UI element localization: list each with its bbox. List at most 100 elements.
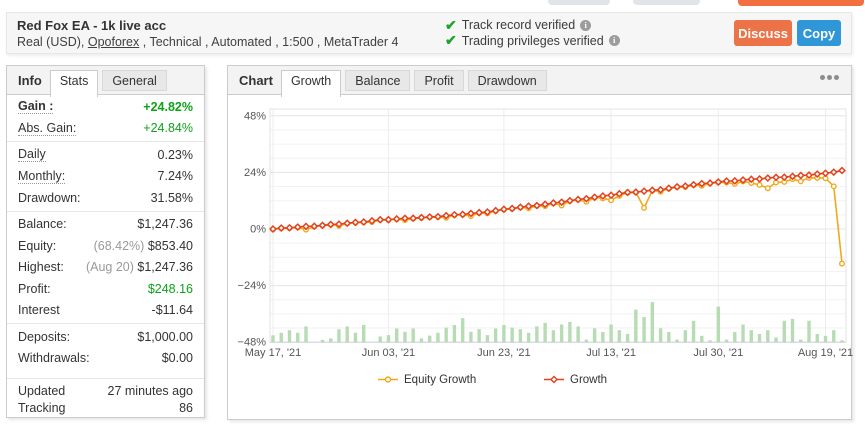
chart-gridlines (269, 108, 847, 343)
svg-text:Jun 03, '21: Jun 03, '21 (362, 347, 415, 359)
growth-chart: 48% 24% 0% −24% −48%May 17, '21 Jun 03, '21 Ju… (238, 108, 853, 386)
stat-value: $1,247.36 (137, 217, 193, 232)
ellipsis-menu-icon[interactable] (820, 75, 839, 80)
x-axis-labels: May 17, '21 Jun 03, '21 Jun 23, '21 Jul 13,… (245, 347, 853, 359)
svg-text:May 17, '21: May 17, '21 (245, 347, 302, 359)
top-cut-button-orange[interactable] (738, 0, 864, 6)
stat-row-updated: Updated 27 minutes ago (7, 382, 204, 400)
verification-badges: ✔ Track record verified i ✔ Trading priv… (445, 16, 734, 49)
broker-link[interactable]: Opoforex (87, 34, 140, 49)
y-axis-labels: 48% 24% 0% −24% −48% (238, 110, 267, 348)
stat-label: Balance: (18, 217, 67, 232)
svg-text:−24%: −24% (238, 280, 267, 292)
svg-text:Jun 23, '21: Jun 23, '21 (477, 347, 530, 359)
account-type: Real (USD), (17, 34, 88, 49)
check-icon: ✔ (445, 32, 457, 49)
stat-value: +24.82% (143, 99, 193, 114)
stat-row-equity: Equity: (68.42%) $853.40 (7, 235, 204, 257)
account-header: Red Fox EA - 1k live acc Real (USD), Opo… (6, 12, 852, 54)
tab-stats[interactable]: Stats (49, 70, 99, 97)
stat-label: Deposits: (18, 329, 71, 344)
trading-privileges-verified: ✔ Trading privileges verified i (445, 33, 734, 49)
divider (7, 323, 204, 324)
stat-value-note: (68.42%) (93, 238, 148, 253)
stat-label: Abs. Gain: (18, 120, 77, 136)
stat-row-withdrawals: Withdrawals: $0.00 (7, 348, 204, 370)
tab-balance[interactable]: Balance (345, 70, 411, 91)
info-panel-tabbar: Info Stats General (7, 66, 204, 97)
info-icon[interactable]: i (608, 35, 620, 47)
account-summary: Red Fox EA - 1k live acc Real (USD), Opo… (7, 17, 445, 50)
stat-value: $1,000.00 (137, 329, 193, 344)
top-cut-button-1[interactable] (548, 0, 610, 5)
tab-profit[interactable]: Profit (414, 70, 464, 91)
info-panel: Info Stats General Gain : +24.82% Abs. Gain… (6, 65, 205, 418)
stat-label: Daily (18, 147, 46, 163)
stat-value: $248.16 (147, 281, 193, 296)
growth-line (272, 169, 843, 230)
info-panel-tabs: Stats General (49, 66, 171, 97)
trading-privileges-verified-label: Trading privileges verified (461, 33, 604, 48)
stat-label: Gain : (18, 99, 54, 115)
stat-label: Tracking (18, 401, 66, 416)
stat-value: -$11.64 (151, 303, 193, 318)
divider (7, 378, 204, 379)
tab-drawdown[interactable]: Drawdown (467, 70, 547, 91)
stat-row-gain: Gain : +24.82% (7, 96, 204, 118)
chart-panel: Chart Growth Balance Profit Drawdown 48% 24%… (227, 65, 853, 420)
stat-value: $0.00 (161, 351, 193, 366)
stat-value: (Aug 20) $1,247.36 (85, 260, 193, 275)
stat-row-daily: Daily 0.23% (7, 144, 204, 166)
stat-row-monthly: Monthly: 7.24% (7, 166, 204, 188)
svg-text:Jul 30, '21: Jul 30, '21 (693, 347, 743, 359)
divider (7, 210, 204, 212)
stat-row-tracking: Tracking 86 (7, 400, 204, 418)
stat-value: 0.23% (157, 147, 193, 162)
stat-label: Interest (18, 303, 60, 318)
track-record-verified: ✔ Track record verified i (445, 16, 734, 34)
legend-equity-growth[interactable]: Equity Growth (378, 374, 476, 386)
tab-general[interactable]: General (102, 70, 167, 91)
chart-panel-tabbar: Chart Growth Balance Profit Drawdown (228, 66, 851, 97)
stat-label: Equity: (18, 238, 57, 253)
info-icon[interactable]: i (580, 19, 592, 31)
stat-value-note: (Aug 20) (85, 260, 138, 275)
account-attributes: , Technical , Automated , 1:500 , MetaTr… (139, 34, 399, 49)
info-rows: Gain : +24.82% Abs. Gain: +24.84% Daily 0.23%… (7, 95, 204, 417)
svg-text:Jul 13, '21: Jul 13, '21 (586, 347, 636, 359)
stat-value: +24.84% (143, 121, 193, 136)
divider (7, 141, 204, 142)
stat-value: (68.42%) $853.40 (93, 238, 193, 253)
tab-growth[interactable]: Growth (280, 70, 342, 97)
stat-row-highest: Highest: (Aug 20) $1,247.36 (7, 257, 204, 279)
check-icon: ✔ (445, 16, 457, 33)
track-record-verified-label: Track record verified (461, 18, 576, 33)
stat-row-profit: Profit: $248.16 (7, 278, 204, 300)
stat-row-abs-gain: Abs. Gain: +24.84% (7, 118, 204, 140)
stat-value: 7.24% (157, 169, 193, 184)
growth-series (269, 166, 846, 233)
legend-growth[interactable]: Growth (544, 374, 607, 386)
stat-row-interest: Interest -$11.64 (7, 300, 204, 322)
header-buttons: Discuss Copy (734, 20, 851, 46)
stat-label: Updated (18, 383, 66, 398)
svg-text:Aug 19, '21: Aug 19, '21 (798, 347, 853, 359)
info-panel-title: Info (18, 73, 42, 88)
stat-row-balance: Balance: $1,247.36 (7, 214, 204, 236)
stat-row-drawdown: Drawdown: 31.58% (7, 187, 204, 209)
equity-growth-line (272, 177, 843, 264)
stat-label: Withdrawals: (18, 351, 90, 366)
stat-label: Monthly: (18, 168, 66, 184)
svg-text:−48%: −48% (238, 337, 267, 349)
copy-button[interactable]: Copy (797, 20, 841, 46)
account-title: Red Fox EA - 1k live acc (17, 17, 167, 33)
stat-value: 86 (179, 401, 193, 416)
account-subtitle: Real (USD), Opoforex , Technical , Autom… (17, 34, 445, 50)
volume-bars (271, 302, 844, 343)
discuss-button[interactable]: Discuss (734, 20, 792, 46)
stat-row-deposits: Deposits: $1,000.00 (7, 326, 204, 348)
top-cut-button-2[interactable] (633, 0, 700, 5)
svg-text:Growth: Growth (570, 374, 607, 386)
stat-value: 31.58% (150, 190, 193, 205)
